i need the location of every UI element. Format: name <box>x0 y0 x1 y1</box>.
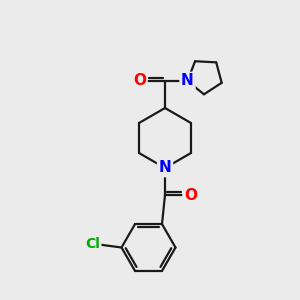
Text: O: O <box>184 188 197 202</box>
Text: Cl: Cl <box>85 238 100 251</box>
Text: N: N <box>181 74 194 88</box>
Text: O: O <box>133 74 146 88</box>
Text: N: N <box>159 160 171 175</box>
